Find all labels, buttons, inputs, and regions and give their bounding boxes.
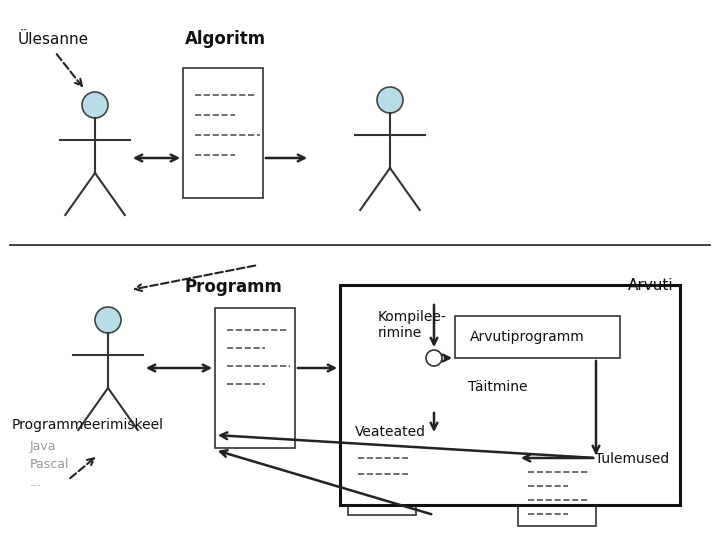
Text: Arvuti: Arvuti (628, 278, 674, 293)
Text: Java: Java (30, 440, 56, 453)
Bar (183, 68, 263, 198)
Text: Ülesanne: Ülesanne (18, 32, 89, 47)
Text: Programm: Programm (185, 278, 283, 296)
Bar (518, 458, 596, 526)
Bar (215, 308, 295, 448)
Text: Kompilee-
rimine: Kompilee- rimine (378, 310, 446, 340)
Bar (455, 316, 620, 358)
Circle shape (426, 350, 442, 366)
Circle shape (95, 307, 121, 333)
Text: Veateated: Veateated (355, 425, 426, 439)
Circle shape (377, 87, 403, 113)
Text: Algoritm: Algoritm (185, 30, 266, 48)
Text: ...: ... (30, 476, 42, 489)
Text: Tulemused: Tulemused (595, 452, 670, 466)
Text: Täitmine: Täitmine (468, 380, 528, 394)
Circle shape (82, 92, 108, 118)
Bar (340, 285, 680, 505)
Bar (348, 435, 416, 515)
Text: Pascal: Pascal (30, 458, 70, 471)
Text: Programmeerimiskeel: Programmeerimiskeel (12, 418, 164, 432)
Text: Arvutiprogramm: Arvutiprogramm (470, 330, 585, 344)
